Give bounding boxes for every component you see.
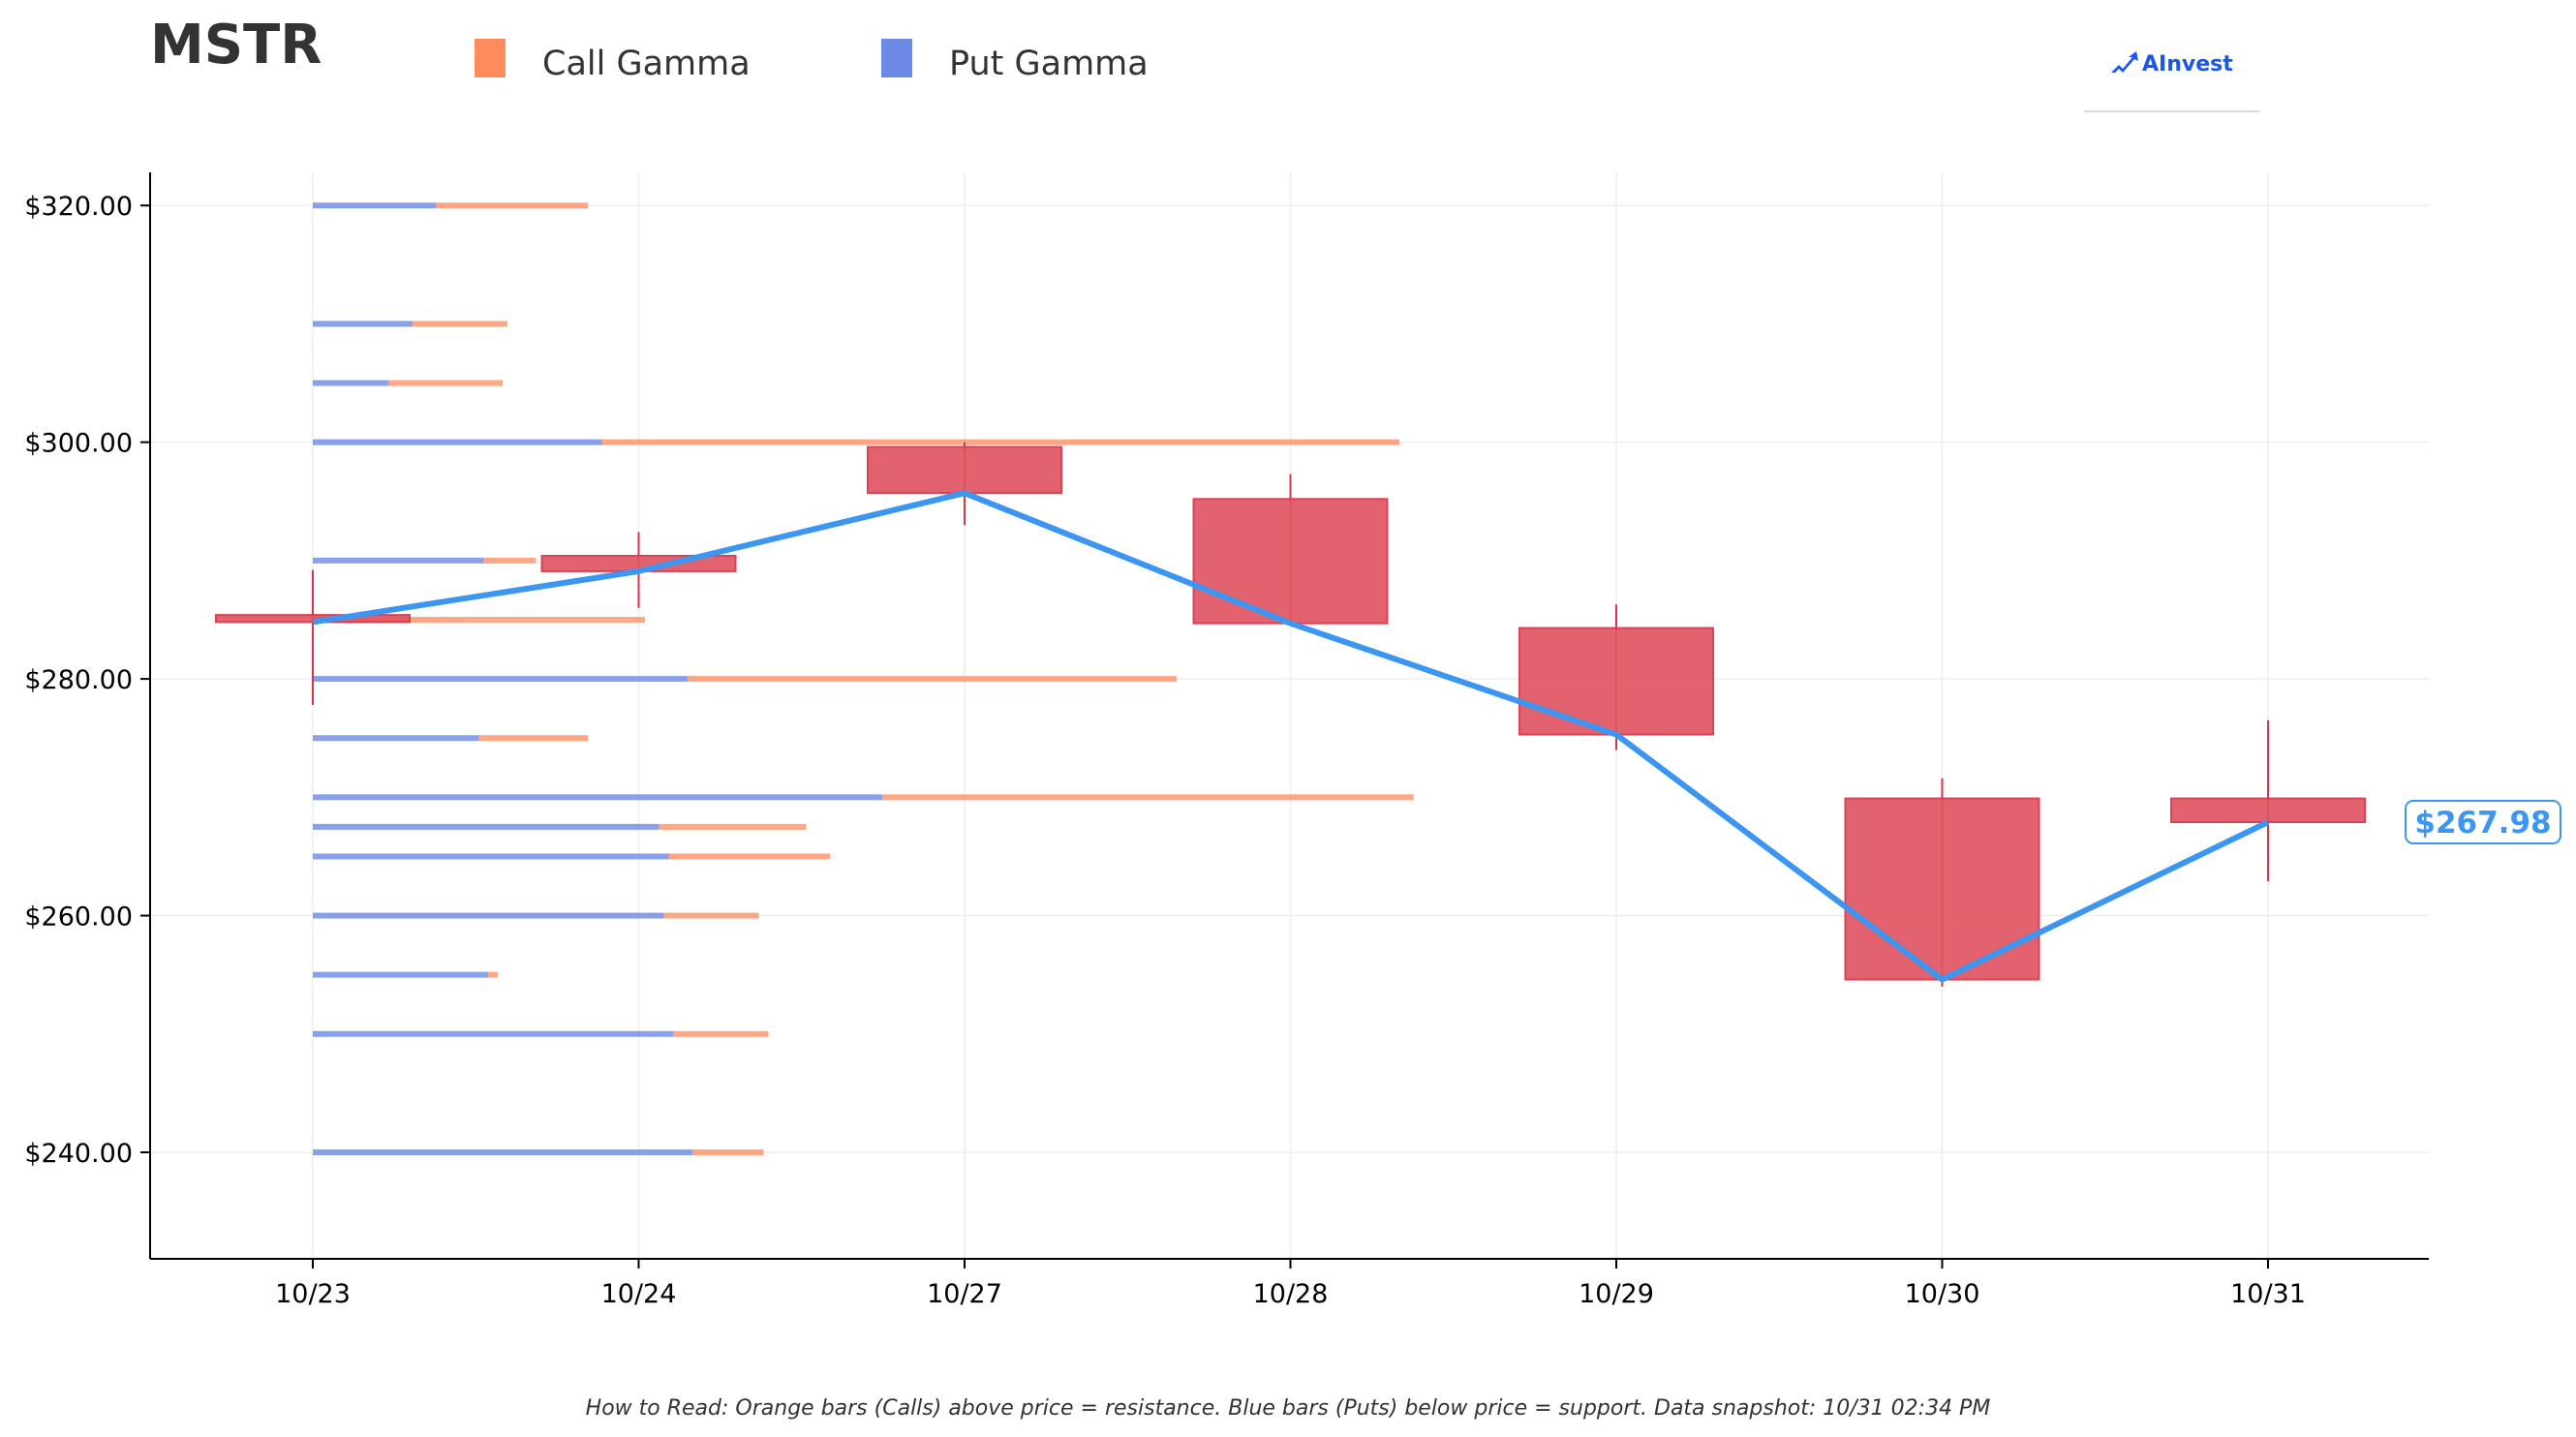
call-gamma-bar: [882, 794, 1414, 801]
logo-text: AInvest: [2142, 52, 2233, 76]
x-tick-label: 10/28: [1253, 1279, 1329, 1309]
candle-body: [1518, 627, 1714, 736]
price-line: [312, 490, 2270, 983]
call-gamma-bar: [478, 735, 589, 742]
put-gamma-swatch: [881, 39, 912, 77]
y-tick-label: $240.00: [24, 1139, 133, 1169]
call-gamma-bar: [488, 971, 499, 978]
call-gamma-bar: [412, 321, 507, 327]
call-gamma-bar: [601, 439, 1400, 445]
put-gamma-bar: [313, 853, 669, 860]
put-gamma-bar: [313, 1149, 692, 1155]
put-gamma-label: Put Gamma: [949, 45, 1149, 83]
put-gamma-bar: [313, 971, 489, 978]
x-tick-label: 10/29: [1579, 1279, 1654, 1309]
logo-mark-icon: [2111, 51, 2138, 73]
candle-body: [867, 445, 1062, 495]
x-tick-label: 10/24: [601, 1279, 677, 1309]
x-tick-label: 10/27: [927, 1279, 1002, 1309]
put-gamma-bar: [313, 735, 479, 742]
y-tick-label: $300.00: [24, 429, 133, 459]
call-gamma-bar: [388, 380, 503, 386]
put-gamma-bar: [313, 321, 413, 327]
call-gamma-bar: [673, 1030, 769, 1037]
gamma-candlestick-chart: $267.98 $240.00 $260.00 $280.00 $300.00 $320.…: [24, 172, 2561, 1309]
put-gamma-bar: [313, 557, 484, 564]
call-gamma-bar: [688, 676, 1177, 683]
put-gamma-bar: [313, 1030, 674, 1037]
candle-body: [1192, 498, 1389, 625]
call-gamma-bar: [336, 617, 645, 623]
put-gamma-bar: [313, 439, 602, 445]
x-tick-label: 10/23: [275, 1279, 351, 1309]
call-gamma-bar: [663, 912, 759, 919]
y-tick-label: $280.00: [24, 665, 133, 695]
put-gamma-bar: [313, 202, 437, 209]
call-gamma-bar: [668, 853, 831, 860]
call-gamma-label: Call Gamma: [542, 45, 751, 83]
logo-underline: [2084, 110, 2260, 112]
y-tick-label: $320.00: [24, 192, 133, 222]
call-gamma-swatch: [475, 39, 506, 77]
last-price-label: $267.98: [2414, 806, 2551, 841]
footnote: How to Read: Orange bars (Calls) above p…: [585, 1396, 1991, 1421]
call-gamma-bar: [483, 557, 537, 564]
x-tick-label: 10/30: [1905, 1279, 1980, 1309]
call-gamma-bar: [692, 1149, 764, 1155]
y-tick-label: $260.00: [24, 902, 133, 933]
candle-body: [2170, 797, 2366, 823]
last-price-badge: [2405, 800, 2561, 844]
put-gamma-bar: [313, 912, 664, 919]
x-tick-label: 10/31: [2230, 1279, 2306, 1309]
ticker-title: MSTR: [150, 14, 322, 76]
put-gamma-bar: [313, 380, 389, 386]
put-gamma-bar: [313, 823, 659, 830]
call-gamma-bar: [436, 202, 589, 209]
put-gamma-bar: [313, 676, 689, 683]
candle-body: [1844, 797, 2040, 981]
put-gamma-bar: [313, 794, 882, 801]
call-gamma-bar: [659, 823, 807, 830]
